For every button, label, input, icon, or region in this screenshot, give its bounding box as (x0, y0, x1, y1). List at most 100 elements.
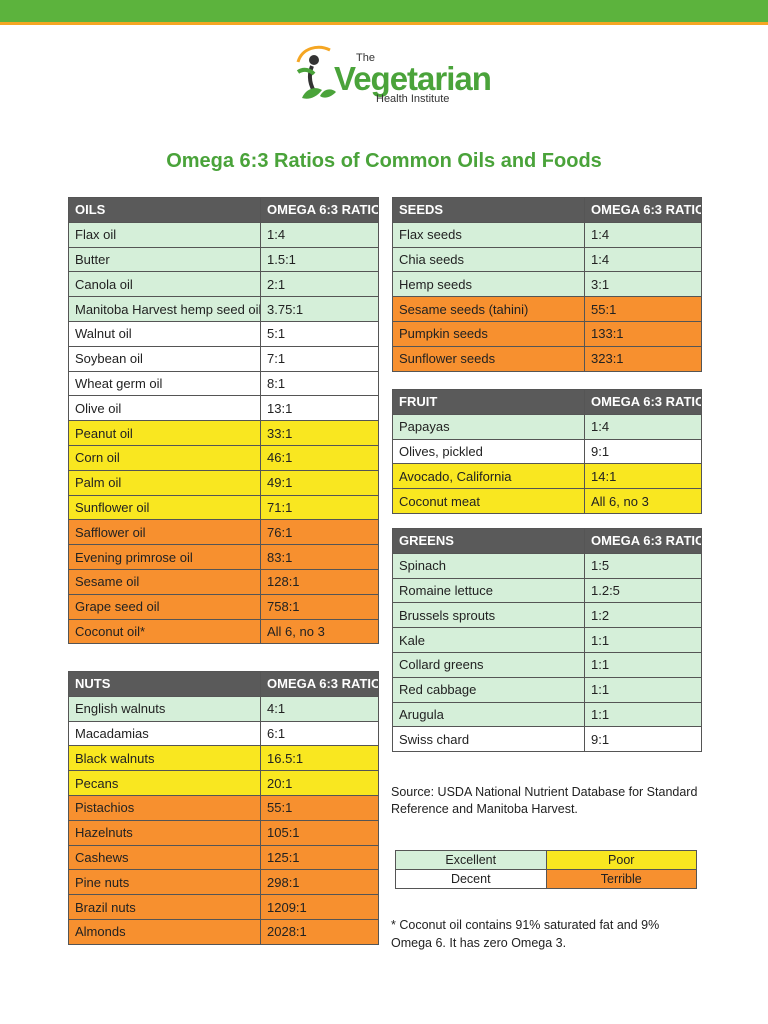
top-green-bar (0, 0, 768, 22)
food-name: Spinach (392, 552, 585, 579)
ratio-value: 1.5:1 (260, 246, 379, 273)
table-row: Manitoba Harvest hemp seed oil 3.75:1 (68, 296, 379, 322)
table-row: Macadamias 6:1 (68, 720, 379, 747)
table-row: Sunflower oil 71:1 (68, 494, 379, 521)
table-row: Sunflower seeds 323:1 (392, 345, 702, 372)
ratio-value: 1209:1 (260, 894, 379, 920)
ratio-header: OMEGA 6:3 RATIO (260, 671, 379, 697)
food-name: Swiss chard (392, 726, 585, 753)
ratio-header: OMEGA 6:3 RATIO (584, 389, 702, 415)
food-name: Black walnuts (68, 745, 261, 772)
table-row: Walnut oil 5:1 (68, 320, 379, 347)
ratio-value: 1:4 (584, 413, 702, 440)
category-header: OILS (68, 197, 261, 223)
ratio-value: 55:1 (584, 296, 702, 322)
food-name: Flax seeds (392, 221, 585, 248)
ratio-header: OMEGA 6:3 RATIO (260, 197, 379, 223)
table-row: Hazelnuts 105:1 (68, 819, 379, 846)
ratio-value: 5:1 (260, 320, 379, 347)
table-row: Kale 1:1 (392, 627, 702, 653)
ratio-value: 1:1 (584, 627, 702, 653)
food-name: Flax oil (68, 221, 261, 248)
oils-table: OILS OMEGA 6:3 RATIO Flax oil 1:4 Butter 1.… (68, 197, 379, 645)
coconut-footnote: * Coconut oil contains 91% saturated fat… (391, 918, 660, 950)
ratio-value: 1:1 (584, 676, 702, 703)
ratio-value: 1:4 (260, 221, 379, 248)
ratio-value: 9:1 (584, 438, 702, 465)
table-header-row: SEEDS OMEGA 6:3 RATIO (392, 197, 702, 223)
food-name: Avocado, California (392, 463, 585, 490)
table-row: Canola oil 2:1 (68, 271, 379, 298)
ratio-value: 14:1 (584, 463, 702, 490)
nuts-table: NUTS OMEGA 6:3 RATIO English walnuts 4:1 M… (68, 671, 379, 945)
food-name: Macadamias (68, 720, 261, 747)
ratio-value: 20:1 (260, 770, 379, 796)
logo-name: Vegetarian (334, 60, 492, 97)
table-row: Olive oil 13:1 (68, 395, 379, 422)
ratio-value: 2028:1 (260, 918, 379, 945)
table-header-row: OILS OMEGA 6:3 RATIO (68, 197, 379, 223)
food-name: Sunflower oil (68, 494, 261, 521)
ratio-header: OMEGA 6:3 RATIO (584, 197, 702, 223)
food-name: Arugula (392, 701, 585, 728)
table-row: Collard greens 1:1 (392, 651, 702, 678)
food-name: Pistachios (68, 794, 261, 821)
food-name: Red cabbage (392, 676, 585, 703)
table-row: Papayas 1:4 (392, 413, 702, 440)
legend-decent: Decent (395, 869, 547, 889)
food-name: Brussels sprouts (392, 602, 585, 629)
food-name: Pumpkin seeds (392, 320, 585, 347)
category-header: FRUIT (392, 389, 585, 415)
table-row: Butter 1.5:1 (68, 246, 379, 273)
legend-excellent: Excellent (395, 850, 547, 870)
logo-the: The (356, 52, 375, 64)
food-name: Soybean oil (68, 345, 261, 372)
table-row: Evening primrose oil 83:1 (68, 544, 379, 570)
ratio-value: 4:1 (260, 695, 379, 722)
food-name: Grape seed oil (68, 593, 261, 620)
ratio-value: 1:1 (584, 701, 702, 728)
food-name: Sesame oil (68, 568, 261, 595)
food-name: Cashews (68, 844, 261, 871)
table-row: Pistachios 55:1 (68, 794, 379, 821)
ratio-value: 8:1 (260, 370, 379, 397)
ratio-value: 46:1 (260, 444, 379, 471)
food-name: Hazelnuts (68, 819, 261, 846)
ratio-value: 9:1 (584, 726, 702, 753)
table-row: Sesame oil 128:1 (68, 568, 379, 595)
table-row: Chia seeds 1:4 (392, 246, 702, 273)
table-row: Swiss chard 9:1 (392, 726, 702, 753)
page-title: Omega 6:3 Ratios of Common Oils and Food… (166, 150, 602, 172)
ratio-value: 3:1 (584, 271, 702, 298)
table-row: Avocado, California 14:1 (392, 463, 702, 490)
ratio-value: 76:1 (260, 519, 379, 546)
table-header-row: GREENS OMEGA 6:3 RATIO (392, 528, 702, 554)
food-name: Coconut meat (392, 488, 585, 514)
ratio-value: 33:1 (260, 420, 379, 446)
food-name: Sesame seeds (tahini) (392, 296, 585, 322)
table-row: Spinach 1:5 (392, 552, 702, 579)
legend-terrible: Terrible (545, 869, 697, 889)
logo-subtitle: Health Institute (376, 93, 450, 105)
food-name: Corn oil (68, 444, 261, 471)
source-note: Source: USDA National Nutrient Database … (391, 785, 698, 816)
ratio-value: 758:1 (260, 593, 379, 620)
category-header: SEEDS (392, 197, 585, 223)
table-row: Coconut meat All 6, no 3 (392, 488, 702, 514)
greens-table: GREENS OMEGA 6:3 RATIO Spinach 1:5 Romaine… (392, 528, 702, 753)
leaf-figure-icon (296, 45, 336, 99)
ratio-value: 1.2:5 (584, 577, 702, 604)
food-name: Coconut oil* (68, 618, 261, 645)
food-name: Sunflower seeds (392, 345, 585, 372)
ratio-value: 1:1 (584, 651, 702, 678)
logo[interactable]: The Vegetarian Health Institute (290, 40, 492, 110)
ratio-value: 1:5 (584, 552, 702, 579)
food-name: Pecans (68, 770, 261, 796)
ratio-value: 128:1 (260, 568, 379, 595)
ratio-value: 71:1 (260, 494, 379, 521)
food-name: Butter (68, 246, 261, 273)
food-name: Brazil nuts (68, 894, 261, 920)
category-header: GREENS (392, 528, 585, 554)
table-header-row: FRUIT OMEGA 6:3 RATIO (392, 389, 702, 415)
ratio-value: 13:1 (260, 395, 379, 422)
